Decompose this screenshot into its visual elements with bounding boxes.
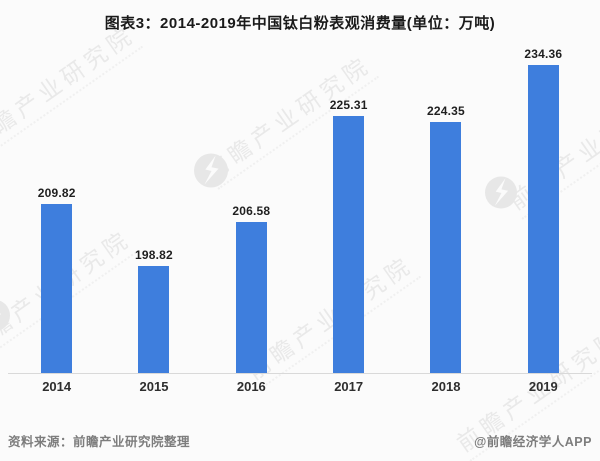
bar-2018 (430, 121, 462, 373)
x-axis: 2014 2015 2016 2017 2018 2019 (8, 379, 592, 394)
plot-area: 209.82 198.82 206.58 225.31 224.35 234.3… (8, 40, 592, 374)
bar-group-2019: 234.36 (495, 40, 592, 373)
bar-2015 (138, 266, 170, 373)
x-tick-2019: 2019 (528, 379, 558, 394)
value-label: 198.82 (135, 248, 173, 263)
value-label: 234.36 (524, 47, 563, 61)
x-tick-2016: 2016 (236, 379, 266, 394)
bar-2019 (527, 65, 559, 373)
chart-title: 图表3：2014-2019年中国钛白粉表观消费量(单位：万吨) (104, 15, 496, 32)
value-label: 225.31 (329, 98, 368, 113)
bar-2014 (41, 204, 73, 373)
value-label: 206.58 (232, 204, 271, 219)
credit-note: @前瞻经济学人APP (474, 435, 592, 449)
value-label: 224.35 (427, 103, 465, 118)
value-label: 209.82 (37, 186, 76, 200)
bar-group-2017: 225.31 (300, 40, 397, 373)
bar-group-2015: 198.82 (105, 40, 202, 373)
bar-group-2014: 209.82 (8, 40, 105, 373)
x-tick-2018: 2018 (431, 379, 461, 394)
bar-2016 (235, 222, 267, 373)
bar-group-2016: 206.58 (203, 40, 300, 373)
source-note: 资料来源：前瞻产业研究院整理 (8, 435, 191, 449)
bar-group-2018: 224.35 (397, 40, 494, 373)
x-tick-2015: 2015 (139, 379, 169, 394)
x-tick-2014: 2014 (42, 379, 72, 394)
x-tick-2017: 2017 (334, 379, 364, 394)
bar-2017 (333, 116, 365, 373)
